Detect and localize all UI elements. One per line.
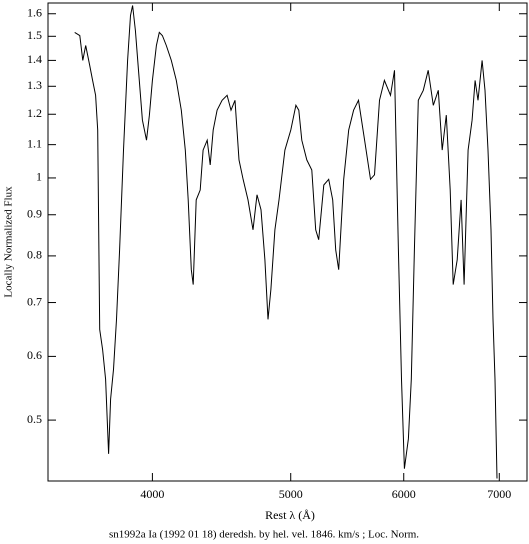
y-tick-label: 1.3	[27, 78, 42, 92]
x-tick-label: 5000	[279, 487, 303, 501]
y-tick-label: 0.5	[27, 412, 42, 426]
y-tick-label: 0.7	[27, 294, 42, 308]
y-tick-label: 1.1	[27, 136, 42, 150]
y-axis-label: Locally Normalized Flux	[3, 186, 15, 298]
x-tick-label: 6000	[392, 487, 416, 501]
plot-frame	[47, 2, 528, 482]
y-tick-label: 0.8	[27, 248, 42, 262]
y-tick-label: 0.9	[27, 207, 42, 221]
x-tick-label: 4000	[140, 487, 164, 501]
x-axis-label: Rest λ (Å)	[265, 508, 315, 522]
spectrum-line	[74, 5, 498, 479]
y-tick-label: 1.5	[27, 28, 42, 42]
x-tick-label: 7000	[487, 487, 511, 501]
y-tick-label: 1	[36, 170, 42, 184]
caption: sn1992a Ia (1992 01 18) deredsh. by hel.…	[109, 529, 419, 541]
y-tick-label: 1.6	[27, 5, 42, 19]
y-tick-label: 0.6	[27, 348, 42, 362]
y-tick-label: 1.4	[27, 52, 42, 66]
y-tick-label: 1.2	[27, 106, 42, 120]
